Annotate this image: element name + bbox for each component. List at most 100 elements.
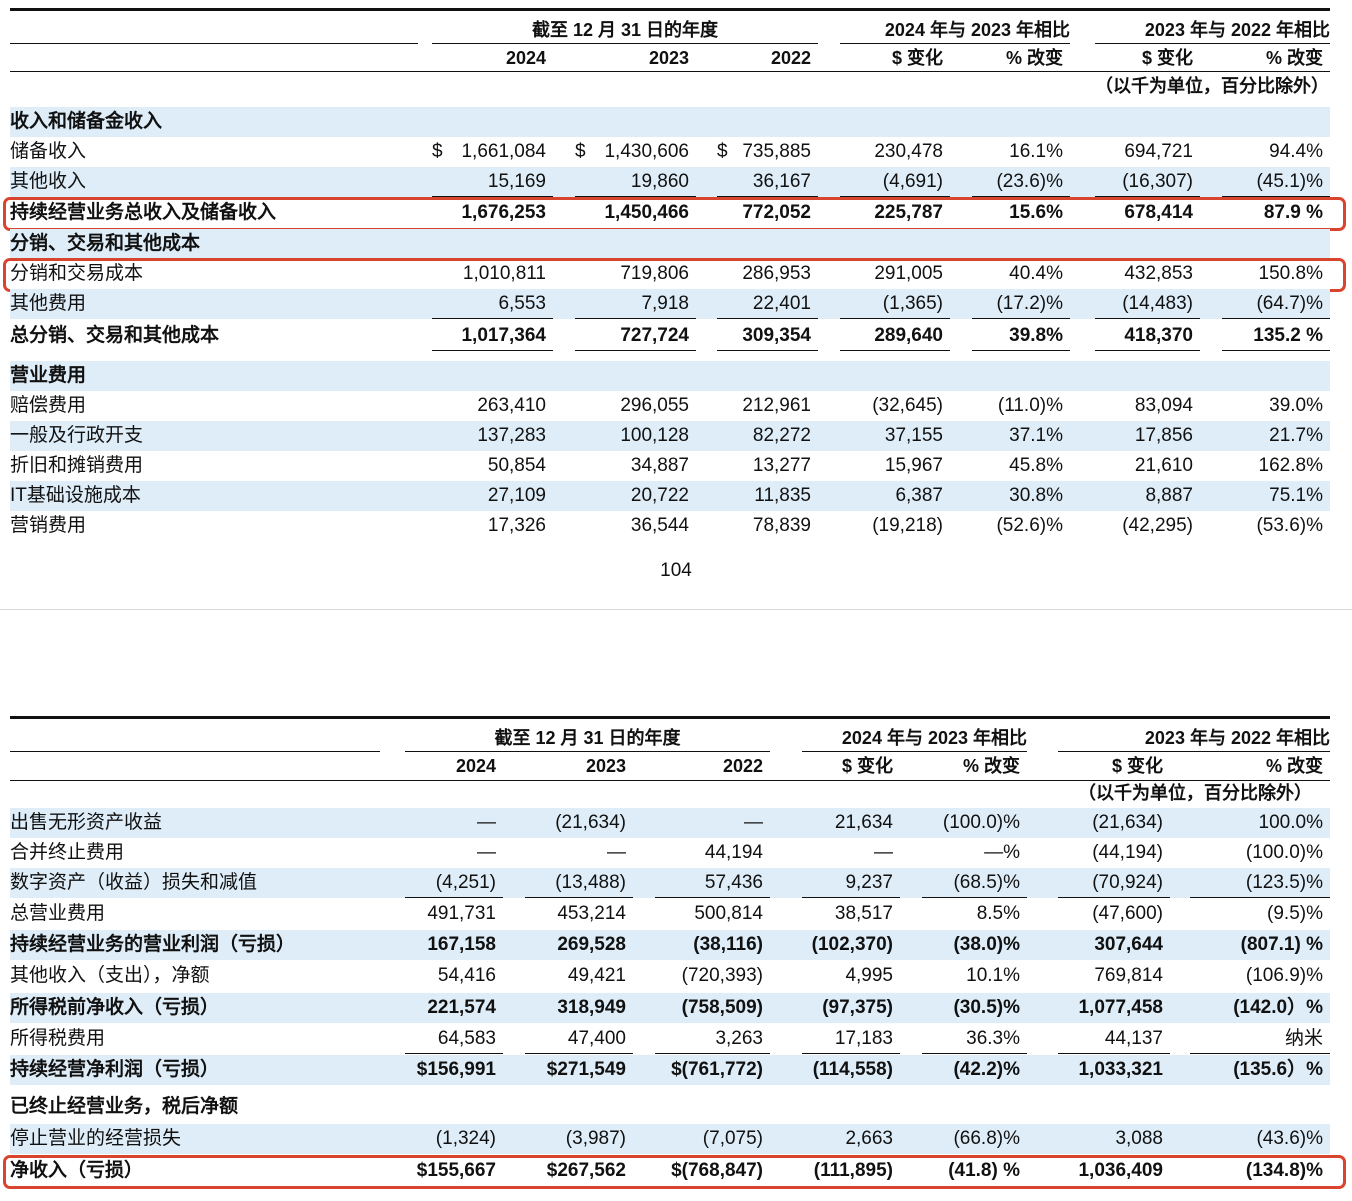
row-label: IT基础设施成本 xyxy=(10,485,141,506)
cell-rule xyxy=(840,318,950,319)
cell-value: 17,183 xyxy=(834,1028,893,1049)
row-label: 储备收入 xyxy=(10,141,87,162)
currency-sign: $ xyxy=(717,141,728,162)
cell-rule xyxy=(1058,897,1170,898)
row-shade xyxy=(10,289,1330,319)
cell-value: (16,307) xyxy=(1122,171,1193,192)
cell-value: 15,169 xyxy=(487,171,546,192)
cell-value: $156,991 xyxy=(416,1059,496,1080)
cell-value: (17.2)% xyxy=(996,293,1063,314)
cell-value: (134.8)% xyxy=(1245,1160,1323,1181)
cell-value: (100.0)% xyxy=(942,812,1020,833)
cell-value: 286,953 xyxy=(742,263,811,284)
column-header: 2024 xyxy=(505,48,546,68)
cell-rule xyxy=(717,196,818,197)
cell-rule xyxy=(575,196,696,197)
cell-value: 9,237 xyxy=(845,872,893,893)
cell-value: 8,887 xyxy=(1145,485,1193,506)
comparison-header: 2024 年与 2023 年相比 xyxy=(884,20,1070,40)
cell-rule xyxy=(840,196,950,197)
cell-rule xyxy=(802,897,900,898)
cell-rule xyxy=(1095,350,1200,351)
cell-value: 15.6% xyxy=(1009,202,1063,223)
currency-sign: $ xyxy=(575,141,586,162)
row-shade xyxy=(10,167,1330,197)
page-number: 104 xyxy=(660,560,692,581)
cell-value: (102,370) xyxy=(811,934,893,955)
cell-value: (42.2)% xyxy=(953,1059,1020,1080)
row-label: 持续经营业务总收入及储备收入 xyxy=(10,202,277,223)
cell-value: (53.6)% xyxy=(1256,515,1323,536)
cell-value: 45.8% xyxy=(1009,455,1063,476)
cell-rule xyxy=(802,1053,900,1054)
cell-value: $271,549 xyxy=(546,1059,626,1080)
header-rule xyxy=(10,751,380,752)
cell-value: 418,370 xyxy=(1124,325,1193,346)
row-label: 净收入（亏损） xyxy=(10,1160,144,1181)
cell-value: 491,731 xyxy=(427,903,496,924)
cell-rule xyxy=(972,318,1070,319)
cell-value: 269,528 xyxy=(557,934,626,955)
cell-value: 263,410 xyxy=(477,395,546,416)
cell-value: (32,645) xyxy=(872,395,943,416)
cell-value: 221,574 xyxy=(427,997,496,1018)
cell-rule xyxy=(1095,196,1200,197)
cell-rule xyxy=(1222,318,1330,319)
row-shade xyxy=(10,421,1330,451)
cell-value: 40.4% xyxy=(1009,263,1063,284)
cell-value: 3,263 xyxy=(715,1028,763,1049)
cell-value: 78,839 xyxy=(752,515,811,536)
cell-value: 6,387 xyxy=(895,485,943,506)
cell-value: (3,987) xyxy=(565,1128,626,1149)
cell-value: (30.5)% xyxy=(953,997,1020,1018)
cell-value: 230,478 xyxy=(874,141,943,162)
header-rule xyxy=(1058,751,1330,752)
cell-value: (4,691) xyxy=(882,171,943,192)
row-label: 营业费用 xyxy=(10,365,87,386)
cell-value: 769,814 xyxy=(1094,965,1163,986)
row-shade xyxy=(10,107,1330,137)
cell-value: (7,075) xyxy=(702,1128,763,1149)
cell-value: 500,814 xyxy=(694,903,763,924)
cell-value: (9.5)% xyxy=(1267,903,1323,924)
cell-value: 21,634 xyxy=(834,812,893,833)
cell-value: 135.2 % xyxy=(1253,325,1323,346)
cell-value: 1,661,084 xyxy=(461,141,546,162)
cell-value: 39.8% xyxy=(1009,325,1063,346)
header-rule xyxy=(10,71,1330,72)
cell-value: 19,860 xyxy=(630,171,689,192)
column-header: % 改变 xyxy=(1265,756,1323,776)
cell-rule xyxy=(525,897,633,898)
row-label: 所得税费用 xyxy=(10,1028,106,1049)
cell-value: 1,676,253 xyxy=(461,202,546,223)
column-header: 2022 xyxy=(722,756,763,776)
cell-rule xyxy=(655,897,770,898)
row-label: 出售无形资产收益 xyxy=(10,812,163,833)
cell-value: 50,854 xyxy=(487,455,546,476)
row-label: 分销、交易和其他成本 xyxy=(10,233,201,254)
cell-value: (70,924) xyxy=(1092,872,1163,893)
row-label: 其他收入 xyxy=(10,171,87,192)
unit-note: （以千为单位，百分比除外） xyxy=(1078,783,1312,803)
cell-value: 10.1% xyxy=(966,965,1020,986)
cell-value: 318,949 xyxy=(557,997,626,1018)
cell-value: 100.0% xyxy=(1258,812,1323,833)
cell-value: 82,272 xyxy=(752,425,811,446)
cell-rule xyxy=(432,196,553,197)
cell-value: — xyxy=(744,812,763,833)
cell-value: (43.6)% xyxy=(1256,1128,1323,1149)
row-shade xyxy=(10,481,1330,511)
row-label: 合并终止费用 xyxy=(10,842,125,863)
cell-value: 13,277 xyxy=(752,455,811,476)
cell-value: 75.1% xyxy=(1269,485,1323,506)
cell-value: 1,036,409 xyxy=(1078,1160,1163,1181)
column-header: $ 变化 xyxy=(1141,48,1193,68)
cell-rule xyxy=(575,318,696,319)
cell-value: (97,375) xyxy=(822,997,893,1018)
cell-value: 30.8% xyxy=(1009,485,1063,506)
cell-rule xyxy=(575,350,696,351)
cell-value: 11,835 xyxy=(754,485,811,506)
cell-value: (21,634) xyxy=(555,812,626,833)
row-label: 持续经营净利润（亏损） xyxy=(10,1059,220,1080)
cell-value: 694,721 xyxy=(1124,141,1193,162)
